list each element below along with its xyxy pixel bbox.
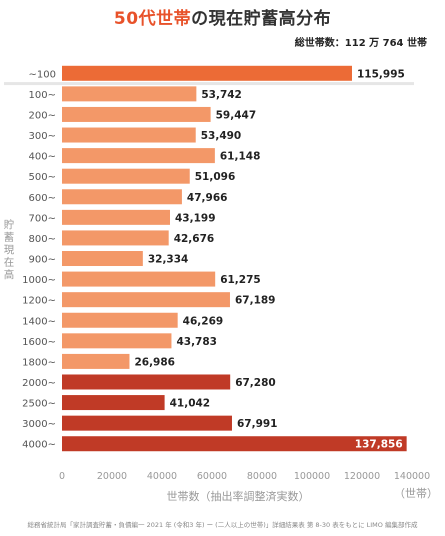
bar-11: [62, 292, 230, 308]
bar-2: [62, 106, 211, 122]
category-label-0: ~100: [29, 69, 56, 80]
value-label-16: 41,042: [170, 398, 211, 410]
bar-10: [62, 271, 216, 287]
value-label-13: 43,783: [176, 336, 217, 348]
value-label-5: 51,096: [195, 171, 236, 183]
group-separator: [4, 82, 414, 86]
value-label-2: 59,447: [216, 109, 257, 121]
bar-15: [62, 374, 231, 390]
x-tick-label-5: 100000: [294, 471, 330, 482]
category-label-6: 600~: [29, 193, 56, 204]
x-tick-label-4: 80000: [247, 471, 277, 482]
value-label-14: 26,986: [134, 356, 175, 368]
bar-7: [62, 209, 170, 225]
category-label-15: 2000~: [22, 378, 56, 389]
category-label-1: 100~: [29, 90, 56, 101]
x-tick-label-7: 140000: [394, 471, 430, 482]
category-label-16: 2500~: [22, 399, 56, 410]
value-label-15: 67,280: [235, 377, 276, 389]
bar-12: [62, 312, 178, 328]
source-note: 総務省統計局「家計調査貯蓄・負債編一 2021 年 (令和3 年) ー (二人以…: [27, 521, 418, 529]
value-label-8: 42,676: [174, 233, 215, 245]
category-label-18: 4000~: [22, 440, 56, 451]
total-households-label: 総世帯数：112 万 764 世帯: [294, 38, 427, 49]
bar-17: [62, 415, 232, 431]
bar-6: [62, 189, 182, 205]
x-tick-label-2: 40000: [147, 471, 177, 482]
value-label-17: 67,991: [237, 418, 278, 430]
bar-1: [62, 86, 197, 102]
category-label-3: 300~: [29, 131, 56, 142]
category-label-13: 1600~: [22, 337, 56, 348]
bar-5: [62, 168, 190, 184]
category-label-2: 200~: [29, 110, 56, 121]
bar-0: [62, 65, 352, 81]
bar-8: [62, 230, 169, 246]
category-label-10: 1000~: [22, 275, 56, 286]
value-label-6: 47,966: [187, 192, 228, 204]
category-label-8: 800~: [29, 234, 56, 245]
value-label-12: 46,269: [183, 315, 224, 327]
bar-9: [62, 251, 143, 267]
x-tick-label-0: 0: [59, 471, 65, 482]
bar-13: [62, 333, 172, 349]
category-label-14: 1800~: [22, 357, 56, 368]
value-label-9: 32,334: [148, 254, 189, 266]
x-tick-label-6: 120000: [344, 471, 380, 482]
value-label-10: 61,275: [220, 274, 261, 286]
value-label-3: 53,490: [201, 130, 242, 142]
x-axis-label: 世帯数（抽出率調整済実数）: [167, 489, 310, 503]
value-label-11: 67,189: [235, 295, 276, 307]
bar-18: [62, 436, 407, 452]
category-label-17: 3000~: [22, 419, 56, 430]
bar-16: [62, 395, 165, 411]
chart-title-accent: 50代世帯: [113, 9, 192, 29]
y-axis-label: 貯蓄現在高: [4, 219, 15, 281]
bar-14: [62, 353, 130, 369]
category-label-4: 400~: [29, 152, 56, 163]
value-label-18: 137,856: [355, 439, 403, 451]
bar-4: [62, 148, 215, 164]
x-axis-unit: （世帯）: [394, 487, 438, 500]
x-tick-label-1: 20000: [97, 471, 127, 482]
value-label-0: 115,995: [357, 68, 405, 80]
category-label-12: 1400~: [22, 316, 56, 327]
x-tick-label-3: 60000: [197, 471, 227, 482]
chart-title: 50代世帯の現在貯蓄高分布: [0, 4, 445, 29]
category-label-9: 900~: [29, 255, 56, 266]
value-label-1: 53,742: [201, 89, 242, 101]
category-label-11: 1200~: [22, 296, 56, 307]
chart-title-rest: の現在貯蓄高分布: [191, 9, 332, 29]
value-label-4: 61,148: [220, 151, 261, 163]
bar-3: [62, 127, 196, 143]
category-label-5: 500~: [29, 172, 56, 183]
category-label-7: 700~: [29, 213, 56, 224]
value-label-7: 43,199: [175, 212, 216, 224]
